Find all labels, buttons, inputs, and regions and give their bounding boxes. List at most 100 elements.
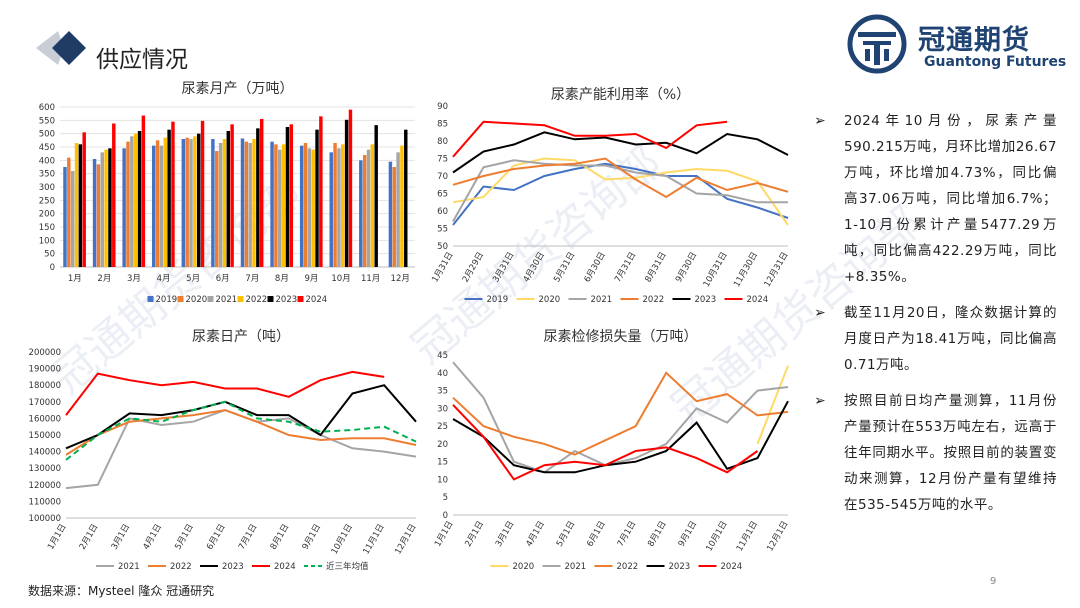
y-tick-label: 65 bbox=[437, 190, 448, 200]
x-tick-label: 5月1日 bbox=[173, 523, 196, 552]
bar-2021 bbox=[100, 152, 104, 267]
header-diamond-icon bbox=[36, 31, 86, 65]
series-line-2020 bbox=[756, 365, 789, 445]
chart-monthly-output: 尿素月产（万吨） 0 50 100 150 200 250 300 350 400 450 500 55… bbox=[39, 81, 415, 305]
x-tick-label: 10月1日 bbox=[330, 523, 355, 557]
x-tick-label: 1月 bbox=[68, 274, 82, 284]
chart-title: 尿素日产（吨） bbox=[192, 329, 290, 345]
series-line-2022 bbox=[452, 157, 789, 199]
y-tick-label: 170000 bbox=[29, 398, 61, 408]
y-tick-label: 15 bbox=[437, 458, 448, 468]
bar-2024 bbox=[319, 116, 323, 267]
x-tick-label: 3月1日 bbox=[110, 523, 133, 552]
bar-2022 bbox=[311, 149, 315, 267]
x-tick-label: 6月30日 bbox=[583, 251, 608, 285]
y-tick-label: 300 bbox=[39, 183, 55, 193]
bar-2019 bbox=[329, 152, 333, 267]
y-tick-label: 40 bbox=[437, 369, 448, 379]
x-tick-label: 4月30日 bbox=[522, 251, 547, 285]
logo-emblem-icon bbox=[847, 14, 907, 74]
bullet-item: ➢ 按照目前日均产量测算，11月份产量预计在553万吨左右，远高于往年同期水平。… bbox=[812, 388, 1057, 518]
legend-label: 2022 bbox=[170, 562, 192, 572]
bar-2019 bbox=[299, 145, 304, 267]
series-line-2024 bbox=[65, 370, 385, 416]
x-tick-label: 5月 bbox=[186, 274, 200, 284]
bar-2019 bbox=[92, 159, 97, 267]
bullet-arrow-icon: ➢ bbox=[814, 113, 827, 129]
bar-2019 bbox=[122, 148, 126, 267]
bar-2023 bbox=[256, 128, 260, 267]
bar-2020 bbox=[303, 143, 308, 267]
chart-daily-output: 尿素日产（吨） 100000 110000 120000 130000 140000 150… bbox=[29, 329, 419, 572]
bullet-text: 截至11月20日，隆众数据计算的月度日产为18.41万吨，同比偏高0.71万吨。 bbox=[844, 305, 1057, 373]
x-tick-label: 4月1日 bbox=[524, 520, 547, 549]
y-tick-label: 45 bbox=[437, 351, 448, 361]
y-tick-label: 160000 bbox=[29, 414, 61, 424]
y-tick-label: 180000 bbox=[29, 381, 61, 391]
y-tick-label: 55 bbox=[437, 225, 448, 235]
y-tick-label: 400 bbox=[39, 156, 55, 166]
x-tick-label: 7月1日 bbox=[237, 523, 260, 552]
y-tick-label: 70 bbox=[437, 172, 448, 182]
x-tick-label: 10月 bbox=[331, 274, 350, 284]
bar-2021 bbox=[278, 149, 282, 267]
bar-2020 bbox=[155, 140, 160, 267]
x-tick-label: 8月1日 bbox=[269, 523, 292, 552]
x-tick-label: 11月 bbox=[361, 274, 380, 284]
bar-2021 bbox=[130, 136, 134, 267]
legend-label: 2024 bbox=[274, 562, 296, 572]
x-tick-label: 2月 bbox=[97, 274, 111, 284]
series-line-2023 bbox=[452, 131, 789, 174]
chart-title: 尿素检修损失量（万吨） bbox=[544, 329, 698, 345]
series-line-2024 bbox=[452, 120, 728, 158]
legend-label: 2019 bbox=[487, 295, 509, 305]
bullet-arrow-icon: ➢ bbox=[814, 305, 827, 321]
x-tick-label: 8月31日 bbox=[644, 251, 669, 285]
y-tick-label: 100000 bbox=[29, 514, 61, 524]
x-tick-label: 9月1日 bbox=[677, 520, 700, 549]
bar-2021 bbox=[248, 143, 252, 267]
legend-label: 2022 bbox=[246, 295, 268, 305]
x-tick-label: 8月1日 bbox=[646, 520, 669, 549]
bar-2024 bbox=[112, 123, 116, 268]
x-tick-label: 2月29日 bbox=[461, 251, 486, 285]
bullet-arrow-icon: ➢ bbox=[814, 393, 827, 409]
legend-swatch bbox=[207, 296, 214, 302]
chart-title: 尿素月产（万吨） bbox=[182, 81, 294, 97]
bar-2020 bbox=[392, 167, 396, 267]
x-tick-label: 9月30日 bbox=[674, 251, 699, 285]
legend-label: 2020 bbox=[186, 295, 208, 305]
x-tick-label: 1月31日 bbox=[430, 251, 455, 285]
summary-bullets: ➢ 2024年10月份，尿素产量590.215万吨，月环比增加26.67万吨，环… bbox=[812, 108, 1057, 528]
bar-2022 bbox=[281, 144, 286, 267]
x-tick-label: 3月 bbox=[127, 274, 141, 284]
y-tick-label: 150 bbox=[39, 223, 55, 233]
bar-2022 bbox=[222, 139, 227, 267]
bar-2023 bbox=[196, 133, 201, 267]
legend-swatch bbox=[267, 296, 274, 302]
page-title: 供应情况 bbox=[96, 47, 188, 73]
legend-swatch bbox=[147, 296, 154, 302]
bar-2020 bbox=[362, 155, 367, 267]
x-tick-label: 6月1日 bbox=[585, 520, 608, 549]
y-tick-label: 85 bbox=[437, 120, 448, 130]
legend-label: 2024 bbox=[721, 562, 743, 572]
y-tick-label: 190000 bbox=[29, 365, 61, 375]
legend-label: 2021 bbox=[216, 295, 238, 305]
y-tick-label: 250 bbox=[39, 196, 55, 206]
bar-2019 bbox=[181, 139, 186, 267]
bar-2021 bbox=[189, 139, 193, 267]
y-tick-label: 350 bbox=[39, 170, 55, 180]
bullet-item: ➢ 截至11月20日，隆众数据计算的月度日产为18.41万吨，同比偏高0.71万… bbox=[812, 300, 1057, 378]
y-tick-label: 130000 bbox=[29, 464, 61, 474]
series-line-2021 bbox=[452, 361, 789, 474]
bar-2019 bbox=[63, 167, 67, 267]
y-tick-label: 140000 bbox=[29, 448, 61, 458]
bar-2024 bbox=[259, 119, 264, 267]
company-logo: 冠通期货 Guantong Futures bbox=[846, 14, 1071, 74]
legend-label: 2021 bbox=[591, 295, 613, 305]
x-tick-label: 1月1日 bbox=[433, 520, 456, 549]
bar-2019 bbox=[152, 145, 156, 267]
x-tick-label: 12月1日 bbox=[765, 520, 790, 554]
bar-2023 bbox=[374, 125, 378, 267]
